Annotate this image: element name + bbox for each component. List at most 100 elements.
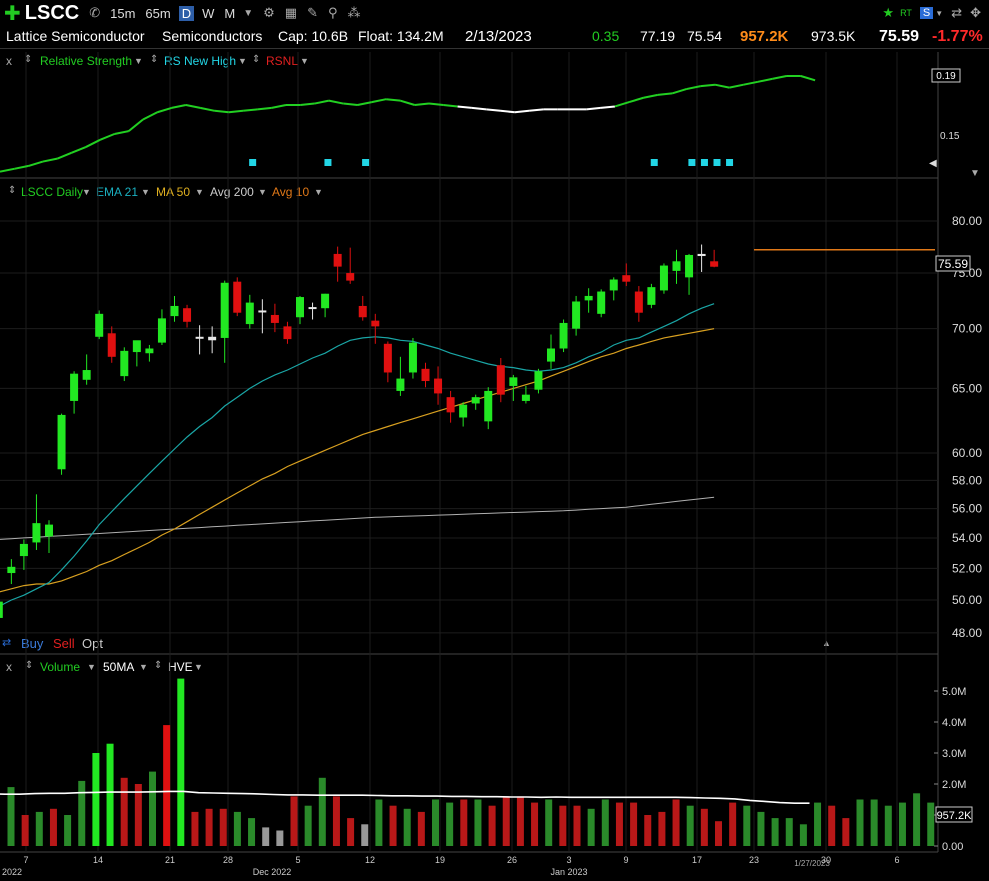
candle-body <box>421 368 430 382</box>
candle-body <box>496 365 505 395</box>
move-arrows-icon[interactable]: ⇕ <box>8 185 17 196</box>
buy-button[interactable]: Buy <box>21 636 44 651</box>
rsnh-chevron-icon[interactable]: ▼ <box>238 56 247 66</box>
avg10-chevron-icon[interactable]: ▼ <box>314 187 323 197</box>
rs-new-high-marker <box>713 159 721 166</box>
candle-body <box>484 390 493 422</box>
sell-button[interactable]: Sell <box>53 636 75 651</box>
volume-ma-label[interactable]: 50MA <box>103 660 135 674</box>
move-icon[interactable]: ✥ <box>970 5 981 20</box>
s-chevron-icon[interactable]: ▼ <box>935 8 944 18</box>
collapse-triangle-icon[interactable]: ▲ <box>822 638 831 648</box>
ma-label[interactable]: MA 50 <box>156 185 191 199</box>
move-arrows-icon[interactable]: ⇕ <box>150 54 159 65</box>
tf-65m-button[interactable]: 65m <box>145 5 171 21</box>
volume-bar <box>191 811 199 846</box>
volume-bar <box>163 725 171 846</box>
candle-body <box>32 523 41 543</box>
move-arrows-icon[interactable]: ⇕ <box>24 54 33 65</box>
rs-line-segment <box>0 167 15 173</box>
candle-body <box>509 377 518 386</box>
move-arrows-icon[interactable]: ⇕ <box>252 54 261 65</box>
volume-bar <box>927 802 935 846</box>
dropper-icon[interactable]: ⚲ <box>328 5 338 20</box>
settings-icon[interactable]: ⚙ <box>263 5 275 20</box>
option-button[interactable]: Opt <box>82 636 103 651</box>
tf-15m-button[interactable]: 15m <box>110 5 136 21</box>
rs-new-high-label[interactable]: RS New High <box>164 54 237 68</box>
volume-label[interactable]: Volume <box>40 660 81 674</box>
rt-indicator[interactable]: RT <box>900 8 912 18</box>
volume-tick-label: 4.0M <box>942 717 966 729</box>
collapse-chevron-icon[interactable]: ▼ <box>970 168 980 179</box>
rs-line-segment <box>700 83 716 88</box>
close-rs-button[interactable]: x <box>6 54 12 68</box>
hve-chevron-icon[interactable]: ▼ <box>194 662 203 672</box>
candle-body <box>597 291 606 314</box>
rs-line-segment <box>42 157 58 163</box>
float-value: Float: 134.2M <box>358 28 444 44</box>
add-symbol-icon[interactable]: ✚ <box>4 2 21 25</box>
high-value: 77.19 <box>640 28 676 44</box>
hve-label[interactable]: HVE <box>168 660 193 674</box>
tf-daily-button[interactable]: D <box>178 5 195 21</box>
chevron-down-icon[interactable]: ▼ <box>243 7 254 19</box>
tf-weekly-button[interactable]: W <box>202 5 215 21</box>
move-arrows-icon[interactable]: ⇕ <box>154 660 163 671</box>
move-arrows-icon[interactable]: ⇕ <box>25 660 34 671</box>
rs-line-segment <box>686 85 701 91</box>
candle-body <box>220 282 229 338</box>
candle-body <box>659 265 668 291</box>
rs-line-segment <box>486 108 501 112</box>
x-tick-label: 23 <box>749 855 759 865</box>
rs-line-segment <box>357 101 372 106</box>
rs-line-segment <box>586 106 601 111</box>
avg10-label[interactable]: Avg 10 <box>272 185 310 199</box>
rsnl-label[interactable]: RSNL <box>266 54 299 68</box>
star-icon[interactable]: ★ <box>882 5 895 20</box>
avg200-label[interactable]: Avg 200 <box>210 185 254 199</box>
candle-body <box>622 275 631 282</box>
volume-bar <box>601 799 609 846</box>
rs-line-segment <box>28 160 44 167</box>
pencil-icon[interactable]: ✎ <box>307 5 318 20</box>
tf-monthly-button[interactable]: M <box>224 5 236 21</box>
trade-arrows-icon[interactable]: ⇄ <box>2 637 12 649</box>
rsnl-chevron-icon[interactable]: ▼ <box>300 56 309 66</box>
rs-chevron-icon[interactable]: ▼ <box>134 56 143 66</box>
gridlines <box>0 52 938 852</box>
volume-bar <box>290 796 298 846</box>
s-dropdown-icon[interactable]: S <box>919 7 934 19</box>
rs-line-segment <box>128 118 144 132</box>
volume-chevron-icon[interactable]: ▼ <box>87 662 96 672</box>
rs-new-high-marker <box>650 159 658 166</box>
link-icon[interactable]: ⇄ <box>951 5 963 20</box>
candle-body <box>233 281 242 313</box>
rs-line-segment <box>142 111 158 121</box>
symbol-chevron-icon[interactable]: ▼ <box>82 187 91 197</box>
volume-bar <box>375 799 383 846</box>
close-volume-button[interactable]: x <box>6 660 12 674</box>
price-tick-label: 52.00 <box>952 561 982 575</box>
vma-chevron-icon[interactable]: ▼ <box>139 662 148 672</box>
volume-bar <box>78 780 86 846</box>
rs-line-segment <box>457 105 473 109</box>
ema-chevron-icon[interactable]: ▼ <box>141 187 150 197</box>
avg200-chevron-icon[interactable]: ▼ <box>258 187 267 197</box>
candle-body <box>57 414 66 470</box>
rs-line-segment <box>157 106 172 114</box>
rs-line-segment <box>385 98 401 102</box>
ema-label[interactable]: EMA 21 <box>96 185 139 199</box>
phone-icon[interactable]: ✆ <box>89 5 101 20</box>
candle-body <box>609 279 618 291</box>
grid-icon[interactable]: ▦ <box>284 5 298 20</box>
rs-line-segment <box>414 102 430 106</box>
symbol-title[interactable]: LSCC <box>24 1 80 24</box>
price-tick-label: 50.00 <box>952 593 982 607</box>
volume-bar <box>233 811 241 846</box>
share-icon[interactable]: ⁂ <box>347 5 361 20</box>
rs-label[interactable]: Relative Strength <box>40 54 133 68</box>
ma-chevron-icon[interactable]: ▼ <box>195 187 204 197</box>
symbol-label[interactable]: LSCC Daily <box>21 185 84 199</box>
